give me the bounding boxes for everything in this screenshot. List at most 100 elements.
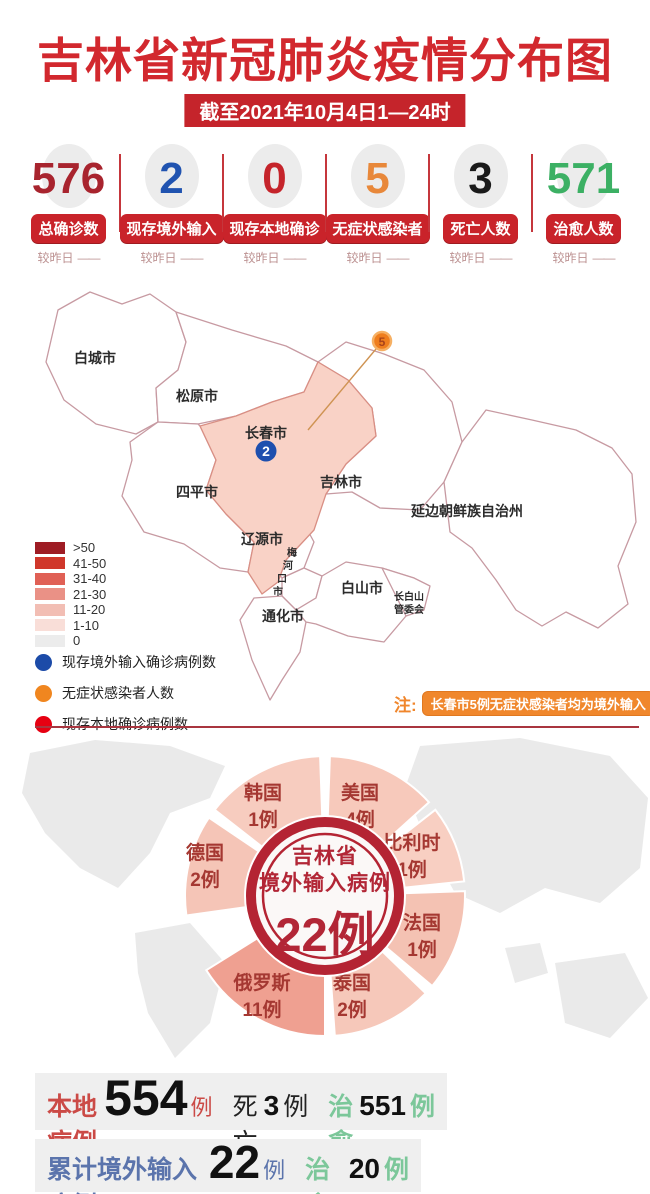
blue-dot-icon <box>35 653 52 671</box>
svg-text:美国: 美国 <box>341 781 379 804</box>
stat-ellipse <box>556 144 611 208</box>
svg-text:22例: 22例 <box>275 908 374 961</box>
stat-label-badge: 总确诊数 <box>31 214 106 243</box>
stat-value: 571 <box>546 154 621 203</box>
divider <box>325 154 327 232</box>
stat-value: 3 <box>468 154 493 203</box>
svg-text:比利时: 比利时 <box>383 832 440 854</box>
svg-text:市: 市 <box>273 585 283 598</box>
stat-ellipse <box>453 144 508 208</box>
legend-row: 1-10 <box>35 618 106 633</box>
svg-text:吉林省: 吉林省 <box>292 844 358 868</box>
red-dot-icon <box>35 715 52 733</box>
divider <box>222 154 224 232</box>
legend-row: >50 <box>35 540 106 555</box>
svg-text:管委会: 管委会 <box>394 603 424 616</box>
svg-text:德国: 德国 <box>186 841 224 864</box>
asymptomatic-marker: 5 <box>371 330 393 352</box>
local-cases-value: 554 <box>104 1070 188 1126</box>
section-divider <box>35 726 639 728</box>
legend-swatch <box>35 603 65 616</box>
region-yanbian <box>443 409 637 629</box>
label-siping: 四平市 <box>176 484 218 500</box>
svg-text:口: 口 <box>277 574 287 585</box>
label-changchun: 长春市 <box>245 425 287 441</box>
stat-active-imported: 2 现存境外输入 较昨日 —— <box>119 144 224 266</box>
stat-delta: 较昨日 —— <box>37 251 100 265</box>
label-baishan: 白山市 <box>341 580 383 596</box>
stat-ellipse <box>144 144 199 208</box>
svg-text:韩国: 韩国 <box>244 781 282 804</box>
svg-text:1例: 1例 <box>248 808 278 831</box>
stat-ellipse <box>350 144 405 208</box>
svg-text:1例: 1例 <box>397 858 427 881</box>
cured-label: 治愈 <box>305 1156 331 1194</box>
svg-text:俄罗斯: 俄罗斯 <box>232 971 290 994</box>
svg-text:1例: 1例 <box>407 938 437 961</box>
legend-marker-row: 现存本地确诊病例数 <box>35 714 216 734</box>
imported-cases-pie-chart: 韩国 1例 美国 4例 比利时 1例 法国 1例 泰国 2例 俄罗斯 11例 德… <box>22 738 648 1058</box>
svg-text:2例: 2例 <box>190 868 220 891</box>
province-map: 5 2 白城市 松原市 长春市 四平市 吉林市 延边朝鲜族自治州 辽源市 梅 河… <box>45 291 637 701</box>
svg-text:境外输入病例: 境外输入病例 <box>259 871 391 895</box>
legend-row: 31-40 <box>35 571 106 586</box>
legend-row: 41-50 <box>35 556 106 571</box>
cured-value: 20 <box>348 1153 380 1184</box>
stat-label-badge: 现存境外输入 <box>119 214 224 243</box>
svg-text:11例: 11例 <box>242 998 281 1021</box>
divider <box>531 154 533 232</box>
stat-total-confirmed: 576 总确诊数 较昨日 —— <box>20 144 117 266</box>
stat-asymptomatic: 5 无症状感染者 较昨日 —— <box>325 144 430 266</box>
stat-ellipse <box>41 144 96 208</box>
imported-cases-marker: 2 <box>255 440 277 462</box>
label-meihekou: 梅 河 口 市 <box>273 546 297 598</box>
stat-delta: 较昨日 —— <box>140 251 203 265</box>
svg-text:法国: 法国 <box>403 911 441 934</box>
svg-text:2例: 2例 <box>337 998 367 1021</box>
label-jilin-city: 吉林市 <box>320 474 362 490</box>
region-changchun-highlighted <box>199 361 377 595</box>
stat-cured: 571 治愈人数 较昨日 —— <box>535 144 632 266</box>
label-songyuan: 松原市 <box>176 388 218 404</box>
legend-swatch <box>35 541 65 554</box>
stat-label-badge: 现存本地确诊 <box>222 214 327 243</box>
label-baicheng: 白城市 <box>74 350 116 366</box>
divider <box>119 154 121 232</box>
note-prefix: 注: <box>394 696 417 715</box>
imported-cases-summary: 累计境外输入病例 22 例 治愈 20 例 <box>35 1139 421 1194</box>
legend-swatch <box>35 619 65 632</box>
legend-marker-row: 无症状感染者人数 <box>35 683 216 703</box>
legend-color-scale: >50 41-50 31-40 21-30 11-20 1-10 0 <box>35 540 106 650</box>
stat-delta: 较昨日 —— <box>346 251 409 265</box>
legend-swatch <box>35 572 65 585</box>
svg-text:梅: 梅 <box>287 546 297 559</box>
stat-label-badge: 无症状感染者 <box>325 214 430 243</box>
page-title: 吉林省新冠肺炎疫情分布图 <box>37 34 613 87</box>
stat-ellipse <box>247 144 302 208</box>
svg-text:2: 2 <box>262 443 270 459</box>
stat-value: 576 <box>31 154 106 203</box>
legend-row: 11-20 <box>35 602 106 617</box>
deaths-value: 3 <box>263 1090 280 1121</box>
stat-label-badge: 死亡人数 <box>443 214 518 243</box>
stat-active-local: 0 现存本地确诊 较昨日 —— <box>222 144 327 266</box>
legend-marker-row: 现存境外输入确诊病例数 <box>35 652 216 672</box>
svg-text:泰国: 泰国 <box>332 971 371 994</box>
stat-label-badge: 治愈人数 <box>546 214 621 243</box>
callout-line <box>307 348 377 431</box>
label-tonghua: 通化市 <box>262 608 304 624</box>
svg-text:长白山: 长白山 <box>394 590 424 603</box>
legend-swatch <box>35 588 65 601</box>
local-cases-summary: 本地病例 554 例 死亡 3 例 治愈 551 例 <box>35 1070 447 1157</box>
region-changbaishan <box>381 567 431 617</box>
legend-row: 0 <box>35 633 106 648</box>
label-liaoyuan: 辽源市 <box>241 531 283 547</box>
divider <box>428 154 430 232</box>
stat-value: 0 <box>262 154 287 203</box>
legend-swatch <box>35 634 65 647</box>
region-tonghua <box>239 595 307 701</box>
world-map-background <box>22 738 648 1058</box>
date-range-badge: 截至2021年10月4日1—24时 <box>184 94 466 127</box>
imported-cases-label: 累计境外输入病例 <box>47 1156 198 1194</box>
